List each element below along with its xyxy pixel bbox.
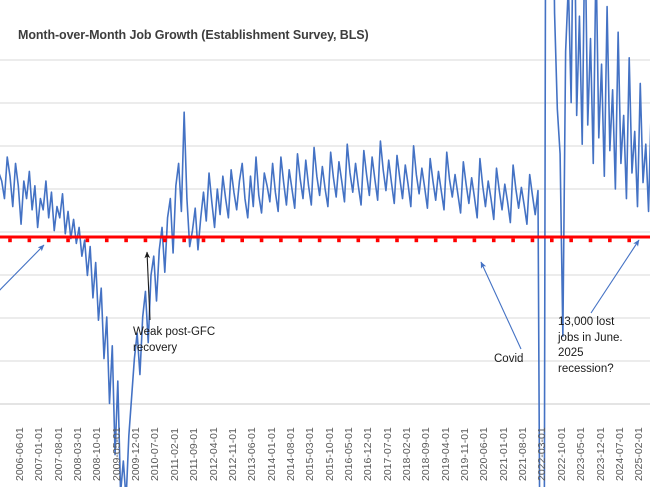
x-axis-tick-label: 2019-04-01 (439, 427, 452, 481)
x-axis-tick-label: 2018-09-01 (420, 427, 433, 481)
x-axis-tick-label: 2024-07-01 (613, 427, 626, 481)
x-axis-tick-label: 2008-10-01 (91, 427, 104, 481)
x-axis-tick-label: 2023-05-01 (575, 427, 588, 481)
x-axis-tick-label: 2019-11-01 (459, 428, 472, 481)
annotation-covid: Covid (494, 353, 524, 365)
x-axis-tick-label: 2016-12-01 (362, 427, 375, 481)
x-axis-tick-label: 2015-10-01 (323, 427, 336, 481)
x-axis-tick-label: 2014-08-01 (284, 427, 297, 481)
x-axis-tick-label: 2018-02-01 (401, 427, 413, 481)
x-axis-tick-label: 2017-07-01 (381, 427, 394, 481)
x-axis-tick-label: 2020-06-01 (478, 427, 491, 481)
x-axis-tick-label: 2007-01-01 (33, 427, 46, 481)
x-axis-tick-label: 2011-09-01 (188, 428, 201, 481)
x-axis-tick-label: 2025-02-01 (633, 427, 646, 481)
x-axis-tick-label: 2016-05-01 (342, 427, 355, 481)
annotation-weak-post-gfc-recovery: Weak post-GFC recovery (133, 326, 216, 354)
x-axis-tick-label: 2022-03-01 (536, 427, 549, 481)
x-axis-tick-label: 2009-05-01 (110, 427, 123, 481)
x-axis-tick-label: 2023-12-01 (594, 427, 607, 481)
x-axis-tick-label: 2008-03-01 (72, 427, 85, 481)
zero-reference-line (0, 235, 650, 243)
x-axis-tick-label: 2021-08-01 (517, 427, 530, 481)
x-axis-tick-label: 2012-11-01 (226, 428, 239, 481)
x-axis-tick-label: 2006-06-01 (14, 427, 26, 481)
x-axis-tick-label: 2009-12-01 (130, 427, 143, 481)
x-axis-tick-label: 2015-03-01 (304, 427, 317, 481)
x-axis-tick-label: 2014-01-01 (265, 427, 278, 481)
x-axis-tick-label: 2011-02-01 (168, 428, 181, 481)
annotation-2025-recession: 13,000 lost jobs in June. 2025 recession… (558, 316, 623, 375)
x-axis-tick-label: 2007-08-01 (52, 427, 65, 481)
chart-title: Month-over-Month Job Growth (Establishme… (18, 28, 369, 42)
x-axis-tick-label: 2022-10-01 (555, 427, 568, 481)
x-axis-tick-label: 2010-07-01 (149, 427, 162, 481)
annotation-arrows (0, 239, 640, 350)
x-axis-tick-label: 2021-01-01 (497, 427, 510, 481)
x-axis-tick-label: 2012-04-01 (207, 427, 220, 481)
x-axis-tick-label: 2013-06-01 (246, 427, 259, 481)
